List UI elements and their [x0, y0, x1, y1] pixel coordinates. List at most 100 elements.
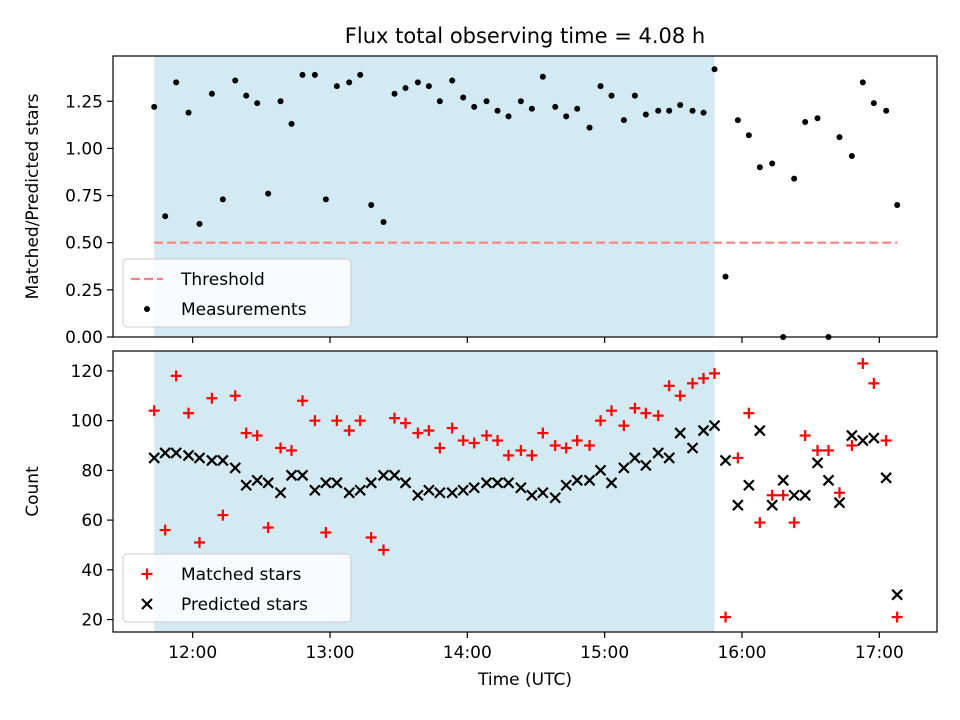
measurement-point — [642, 111, 649, 118]
measurement-point — [563, 113, 570, 120]
measurement-point — [494, 107, 501, 114]
predicted-star-point — [274, 486, 287, 499]
matched-star-point — [331, 415, 343, 427]
x-stroke-b — [708, 419, 721, 432]
matched-star-point — [606, 405, 618, 417]
matched-star-point — [799, 430, 811, 442]
x-stroke-b — [766, 499, 778, 511]
measurement-point — [483, 98, 490, 105]
x-stroke-b — [343, 486, 355, 499]
x-stroke-b — [502, 477, 515, 489]
figure-title: Flux total observing time = 4.08 h — [345, 24, 705, 48]
measurement-point — [162, 213, 169, 220]
measurement-point — [311, 71, 318, 78]
measurement-point — [608, 92, 615, 99]
predicted-star-point — [343, 486, 355, 499]
x-stroke-b — [217, 454, 229, 467]
predicted-star-point — [491, 477, 504, 489]
x-stroke-b — [399, 477, 412, 489]
measurement-point — [299, 71, 306, 78]
matched-star-point — [275, 442, 287, 454]
measurement-point — [620, 117, 627, 124]
measurement-point — [517, 98, 524, 105]
predicted-star-point — [423, 484, 435, 497]
x-stroke-b — [833, 496, 846, 509]
matched-star-point — [663, 380, 675, 392]
x-stroke-b — [799, 489, 811, 502]
x-stroke-b — [491, 477, 504, 489]
x-stroke-b — [686, 442, 699, 454]
predicted-star-point — [868, 432, 880, 444]
predicted-star-point — [880, 472, 892, 484]
x-stroke-b — [446, 486, 458, 499]
matched-star-point — [389, 412, 401, 424]
matched-star-point — [857, 357, 869, 369]
matched-star-point — [868, 377, 880, 389]
predicted-star-point — [652, 447, 664, 459]
measurement-point — [848, 152, 855, 159]
measurement-point — [254, 100, 261, 107]
legend-box — [122, 553, 352, 623]
matched-star-point — [833, 487, 845, 499]
y-tick-label: 80 — [81, 461, 103, 481]
y-tick-label: 20 — [81, 611, 103, 631]
matched-star-point — [217, 509, 229, 521]
predicted-star-point — [251, 474, 263, 487]
predicted-star-point — [515, 481, 527, 494]
matched-star-point — [446, 422, 458, 434]
measurement-point — [436, 98, 443, 105]
matched-star-point — [297, 395, 309, 407]
x-stroke-b — [412, 489, 424, 502]
measurement-point — [528, 105, 535, 112]
predicted-star-point — [217, 454, 229, 467]
matched-star-point — [640, 407, 652, 419]
measurement-point — [425, 83, 432, 90]
measurement-point — [232, 77, 239, 84]
measurement-point — [460, 94, 467, 101]
matched-star-point — [320, 527, 332, 539]
x-stroke-b — [251, 474, 263, 487]
predicted-star-point — [788, 489, 800, 502]
predicted-star-point — [708, 419, 721, 432]
predicted-star-point — [296, 469, 309, 482]
x-stroke-b — [206, 454, 218, 467]
matched-star-point — [240, 427, 252, 439]
x-stroke-b — [296, 469, 309, 482]
predicted-star-point — [262, 477, 274, 489]
x-stroke-b — [846, 429, 858, 442]
measurement-point — [333, 83, 340, 90]
measurement-point — [265, 190, 272, 197]
matched-star-point — [526, 449, 538, 461]
matched-star-point — [652, 410, 664, 422]
legend-matched-swatch — [141, 568, 153, 580]
measurement-point — [414, 79, 421, 86]
predicted-star-point — [777, 474, 789, 487]
predicted-star-point — [594, 464, 607, 477]
x-stroke-b — [240, 479, 252, 492]
x-tick-label: 17:00 — [855, 643, 904, 663]
x-stroke-b — [583, 474, 596, 487]
matched-star-point — [777, 489, 789, 501]
measurement-point — [151, 103, 158, 110]
matched-star-point — [674, 390, 686, 402]
x-stroke-b — [663, 452, 675, 464]
predicted-star-point — [229, 462, 242, 474]
measurement-point — [677, 102, 684, 109]
predicted-star-point — [799, 489, 811, 502]
measurement-point — [357, 71, 364, 78]
measurement-point — [208, 90, 215, 97]
y-tick-label: 1.00 — [65, 139, 103, 159]
x-stroke-b — [732, 499, 744, 511]
measurement-point — [859, 79, 866, 86]
predicted-star-point — [468, 481, 480, 494]
measurement-point — [756, 164, 763, 171]
measurement-point — [802, 119, 809, 126]
predicted-star-point — [833, 496, 846, 509]
x-tick-label: 15:00 — [580, 643, 629, 663]
x-stroke-b — [148, 452, 160, 464]
matched-star-point — [823, 444, 835, 456]
measurement-point — [734, 117, 741, 124]
x-stroke-b — [354, 484, 366, 497]
predicted-star-point — [434, 486, 446, 499]
measurement-point — [631, 92, 638, 99]
